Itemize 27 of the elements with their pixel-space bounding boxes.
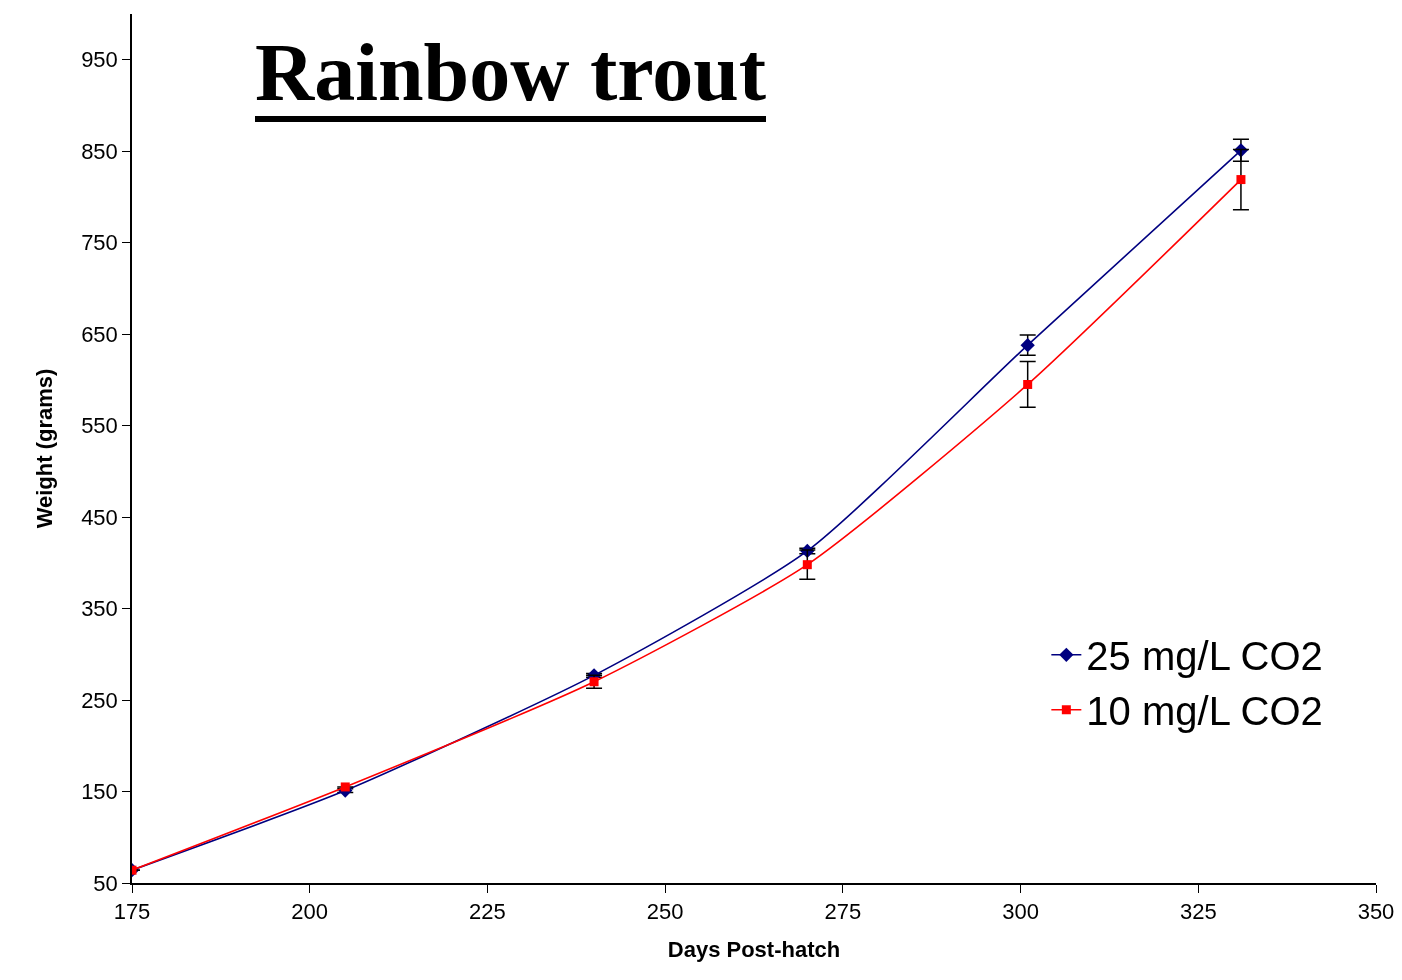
x-tick-label: 350 <box>1357 899 1395 925</box>
y-tick-label: 750 <box>81 230 118 256</box>
point <box>340 782 350 792</box>
y-tick-label: 550 <box>81 413 118 439</box>
y-tick-label: 150 <box>81 779 118 805</box>
y-tick-label: 850 <box>81 138 118 164</box>
x-tick-label: 225 <box>469 899 506 925</box>
chart-title: Rainbow trout <box>255 27 767 123</box>
y-axis-title: Weight (grams) <box>32 368 58 529</box>
y-tick-label: 50 <box>93 870 118 896</box>
x-tick-label: 275 <box>824 899 862 925</box>
x-tick-label: 325 <box>1179 899 1217 925</box>
point <box>1236 175 1246 185</box>
point <box>802 560 812 570</box>
x-tick-label: 300 <box>1002 899 1039 925</box>
y-tick-label: 250 <box>81 687 118 713</box>
legend-label: 10 mg/L CO2 <box>1086 689 1323 734</box>
y-tick-label: 450 <box>81 504 118 530</box>
x-tick-label: 200 <box>291 899 329 925</box>
y-tick-label: 350 <box>81 596 118 622</box>
y-tick-label: 650 <box>81 321 118 347</box>
y-tick-label: 950 <box>81 47 118 73</box>
x-axis-title: Days Post-hatch <box>667 936 841 962</box>
legend-label: 25 mg/L CO2 <box>1086 634 1323 679</box>
point <box>1023 379 1033 389</box>
x-tick-label: 250 <box>646 899 684 925</box>
x-tick-label: 175 <box>113 899 151 925</box>
